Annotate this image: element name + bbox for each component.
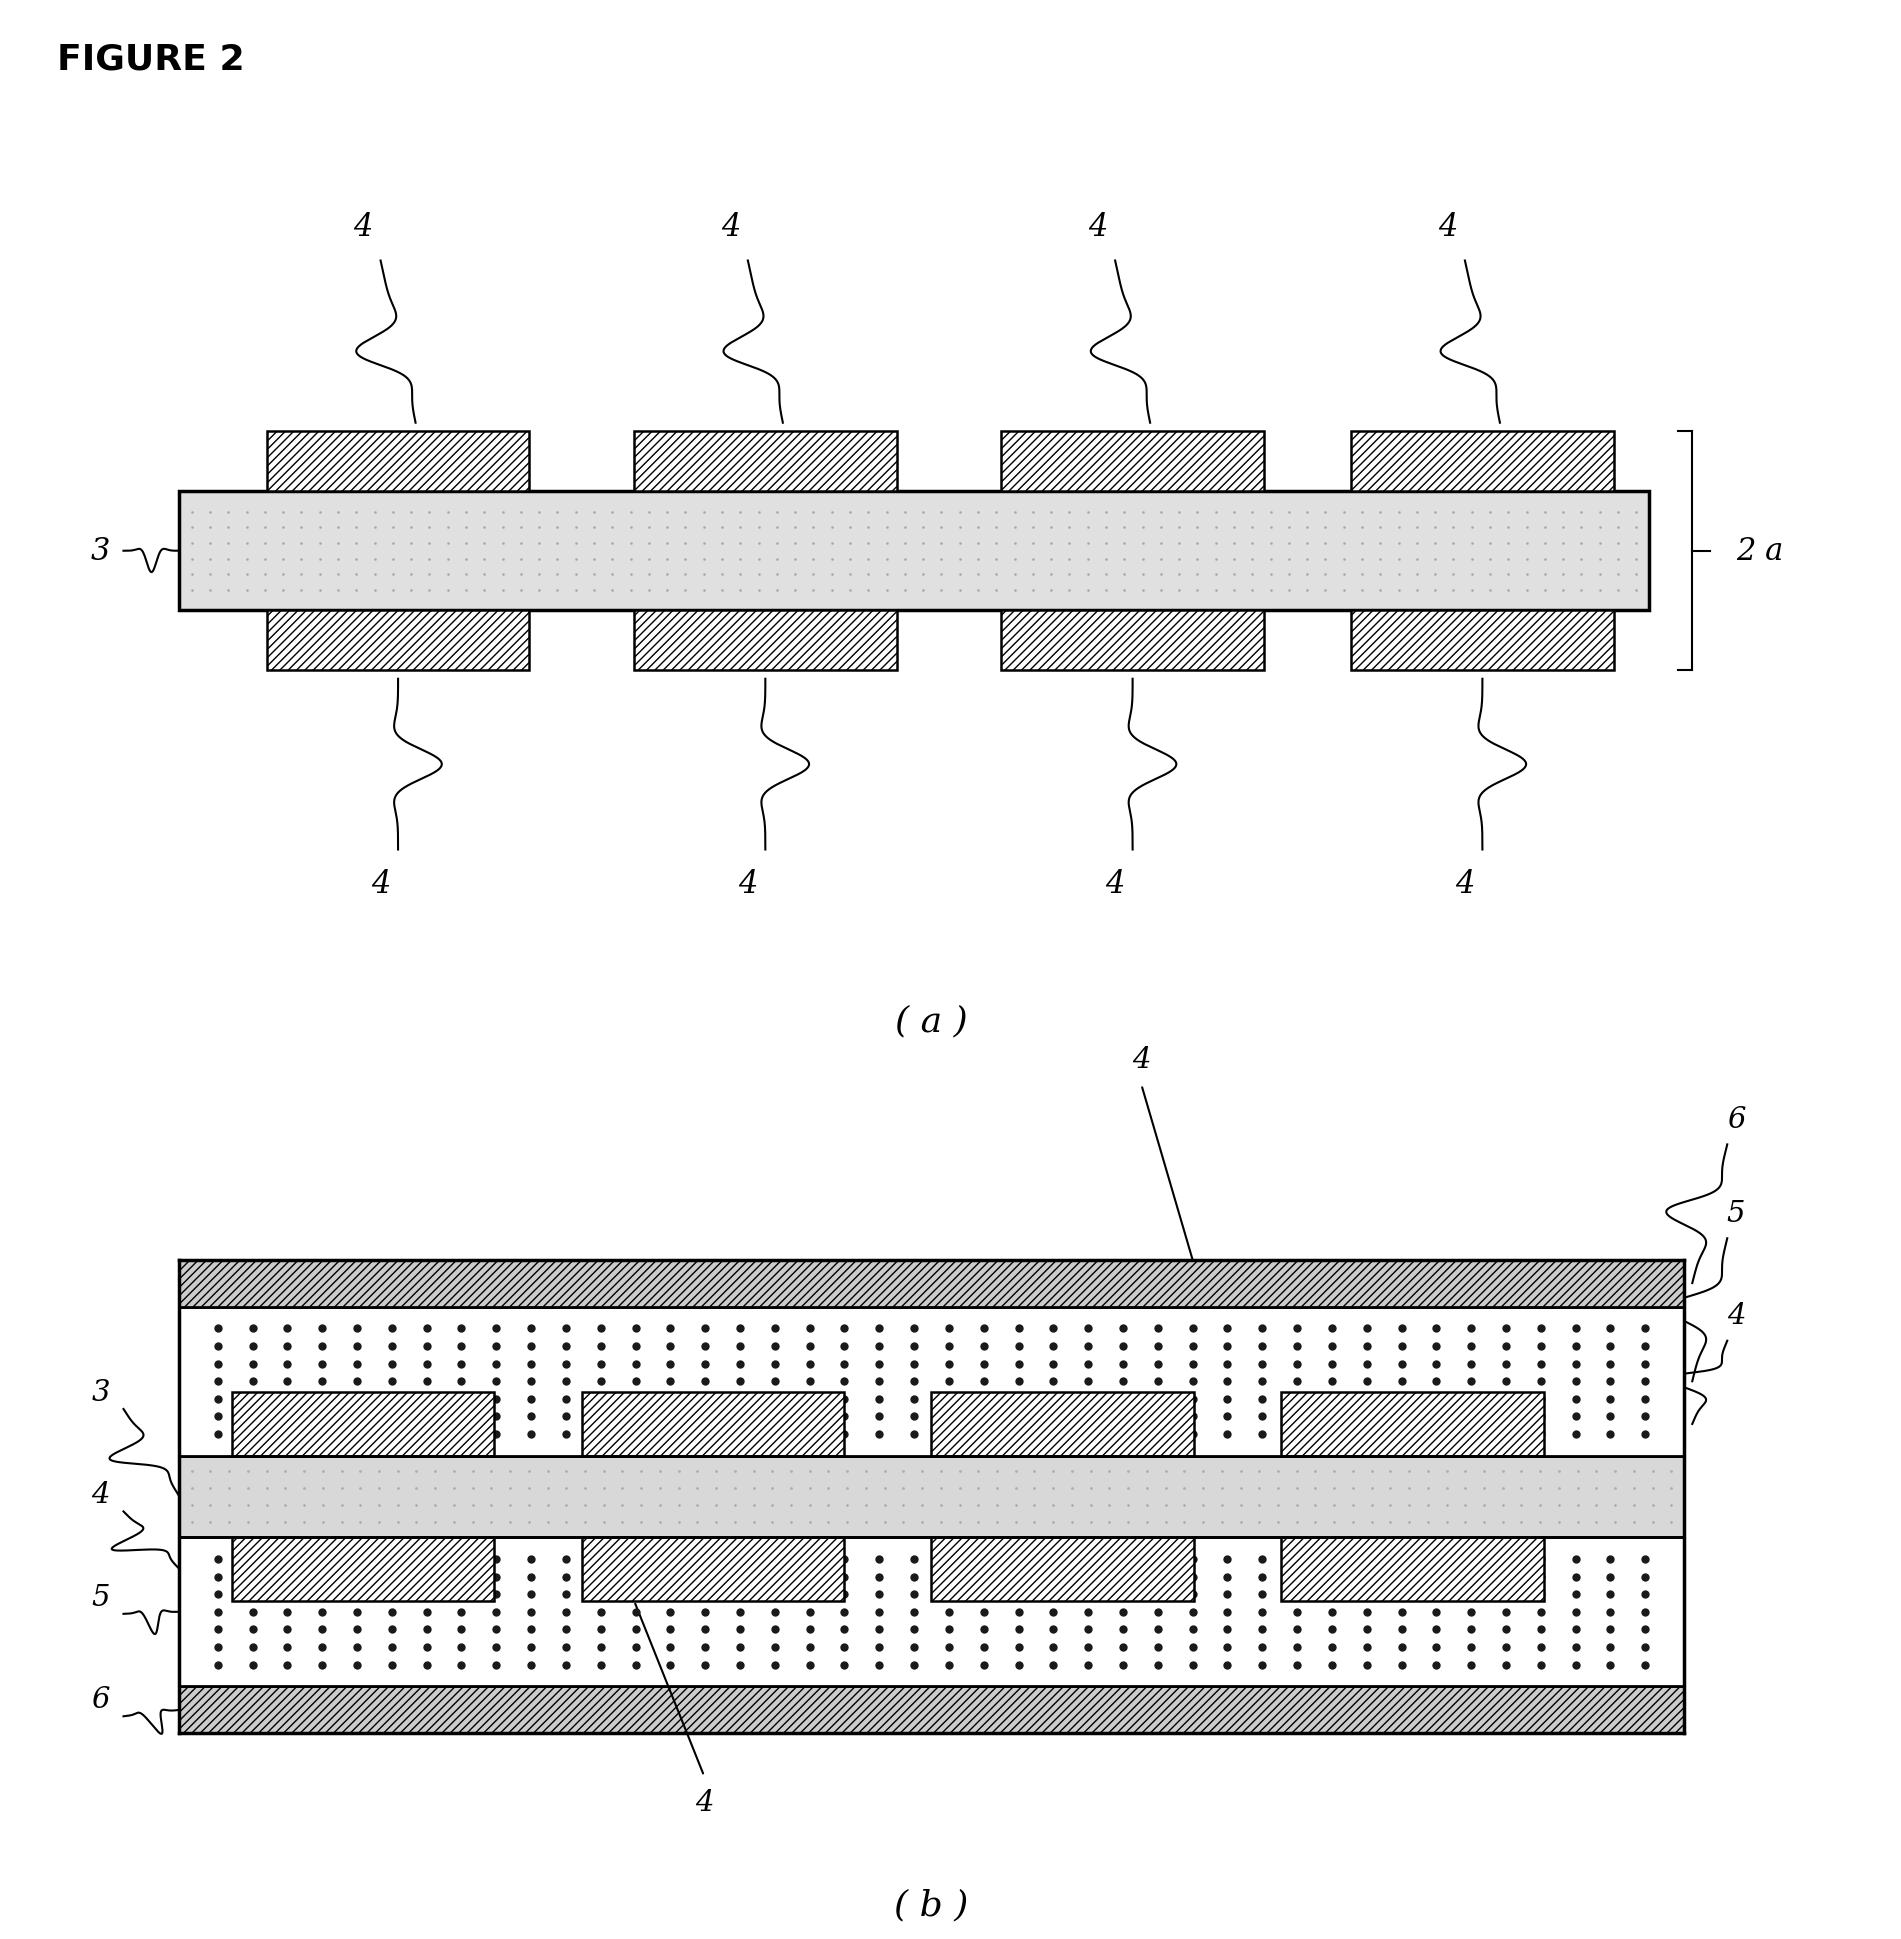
Text: ( b ): ( b ) — [893, 1887, 970, 1922]
Text: 3: 3 — [91, 535, 110, 566]
Text: 4: 4 — [1726, 1301, 1745, 1330]
Text: 2 a: 2 a — [1736, 535, 1783, 566]
Bar — [266, 432, 528, 493]
Bar — [931, 1392, 1194, 1456]
Text: 4: 4 — [91, 1481, 110, 1509]
Text: 4: 4 — [354, 211, 373, 242]
Bar — [1281, 1392, 1544, 1456]
Text: 4: 4 — [1133, 1045, 1150, 1074]
Text: 3: 3 — [91, 1379, 110, 1406]
Bar — [232, 1538, 494, 1602]
Text: 4: 4 — [1437, 211, 1456, 242]
Text: 4: 4 — [1456, 869, 1475, 900]
Bar — [582, 1538, 844, 1602]
Text: 4: 4 — [371, 869, 390, 900]
Bar — [1002, 611, 1264, 671]
Text: ( a ): ( a ) — [895, 1004, 968, 1037]
Text: 4: 4 — [738, 869, 757, 900]
Bar — [931, 1538, 1194, 1602]
Bar — [582, 1392, 844, 1456]
Bar — [635, 611, 897, 671]
Text: 5: 5 — [1726, 1198, 1745, 1227]
Bar — [931, 1392, 1194, 1456]
Bar — [1002, 432, 1264, 493]
Bar — [179, 1687, 1684, 1733]
Bar — [179, 493, 1648, 611]
Bar — [1352, 611, 1614, 671]
Text: 4: 4 — [696, 1788, 713, 1815]
Text: 6: 6 — [91, 1685, 110, 1714]
Bar — [179, 1260, 1684, 1307]
Bar — [635, 432, 897, 493]
Text: FIGURE 2: FIGURE 2 — [57, 43, 245, 78]
Text: 4: 4 — [1087, 211, 1106, 242]
Bar — [179, 1456, 1684, 1538]
Text: 4: 4 — [720, 211, 739, 242]
Bar — [266, 611, 528, 671]
Bar — [232, 1392, 494, 1456]
Text: 5: 5 — [91, 1582, 110, 1611]
Bar — [582, 1538, 844, 1602]
Text: 6: 6 — [1726, 1105, 1745, 1132]
Bar — [1281, 1392, 1544, 1456]
Bar — [582, 1392, 844, 1456]
Bar — [1281, 1538, 1544, 1602]
Bar — [931, 1538, 1194, 1602]
Bar — [1352, 432, 1614, 493]
Bar — [179, 1307, 1684, 1456]
Bar — [1281, 1538, 1544, 1602]
Bar — [179, 1538, 1684, 1687]
Bar — [232, 1538, 494, 1602]
Bar — [232, 1392, 494, 1456]
Text: 4: 4 — [1106, 869, 1125, 900]
